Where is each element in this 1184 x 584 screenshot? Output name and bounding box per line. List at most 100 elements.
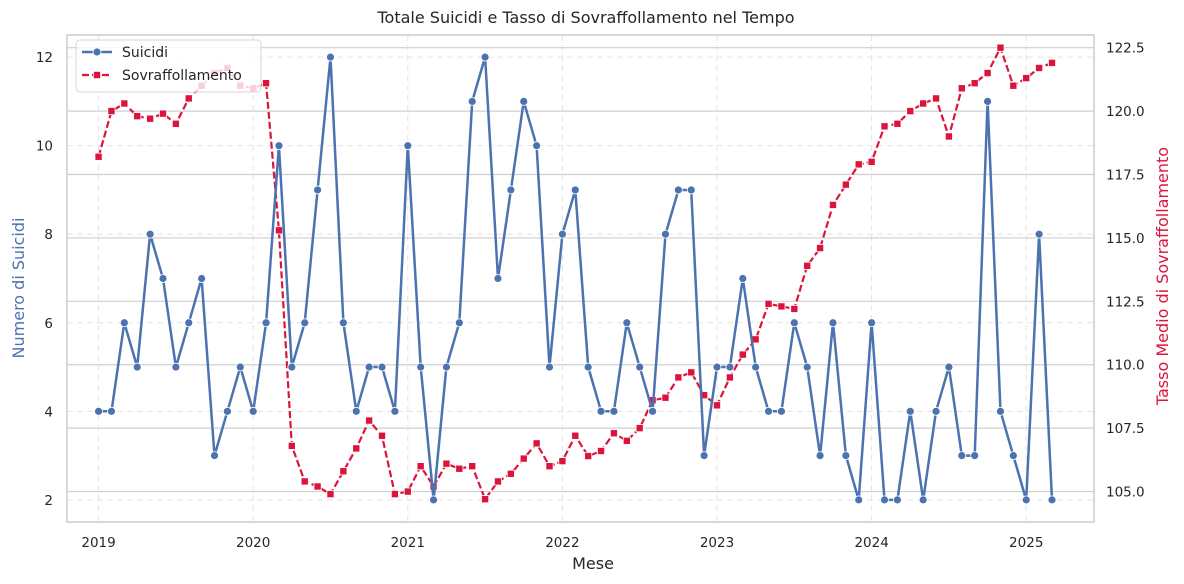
sovraffollamento-point <box>442 459 451 468</box>
sovraffollamento-point <box>287 441 296 450</box>
sovraffollamento-point <box>790 304 799 313</box>
suicidi-point <box>493 274 503 283</box>
y-tick-label-left: 12 <box>36 50 53 66</box>
sovraffollamento-point <box>828 200 837 209</box>
suicidi-point <box>622 318 632 328</box>
sovraffollamento-point <box>738 350 747 359</box>
suicidi-point <box>416 362 426 372</box>
suicidi-point <box>725 362 735 372</box>
grid <box>67 35 1094 522</box>
suicidi-point <box>777 406 786 416</box>
sovraffollamento-point <box>635 424 644 433</box>
legend-label-sovraffollamento: Sovraffollamento <box>122 68 242 84</box>
plot-area-border <box>66 34 1095 523</box>
sovraffollamento-point <box>983 69 992 78</box>
suicidi-point <box>119 318 129 328</box>
sovraffollamento-point <box>919 99 928 108</box>
sovraffollamento-point <box>94 152 103 161</box>
sovraffollamento-point <box>262 79 271 88</box>
suicidi-point <box>171 362 181 372</box>
suicidi-point <box>609 406 619 416</box>
y-axis-left: 2 4 6 8 10 12 <box>36 50 53 509</box>
suicidi-point <box>145 229 155 239</box>
suicidi-point <box>1047 495 1057 505</box>
sovraffollamento-point <box>622 436 631 445</box>
y-tick-label-right: 107.5 <box>1106 421 1145 437</box>
sovraffollamento-point <box>803 261 812 270</box>
sovraffollamento-point <box>352 444 361 453</box>
y-axis-left-title: Numero di Suicidi <box>9 218 28 359</box>
suicidi-point <box>892 495 902 505</box>
sovraffollamento-point <box>326 490 335 499</box>
suicidi-point <box>158 274 168 283</box>
legend-label-suicidi: Suicidi <box>122 45 168 61</box>
suicidi-point <box>983 97 992 106</box>
suicidi-point <box>184 318 194 328</box>
sovraffollamento-point <box>957 84 966 93</box>
suicidi-point <box>648 406 657 416</box>
sovraffollamento-point <box>300 477 309 486</box>
suicidi-point <box>583 362 593 372</box>
suicidi-point <box>94 406 103 416</box>
suicidi-point <box>789 318 799 328</box>
suicidi-point <box>867 318 877 328</box>
suicidi-point <box>931 406 941 416</box>
sovraffollamento-point <box>609 429 618 438</box>
sovraffollamento-point <box>171 119 180 128</box>
suicidi-point <box>802 362 812 372</box>
suicidi-point <box>570 185 580 195</box>
y-tick-label-right: 112.5 <box>1106 294 1145 310</box>
sovraffollamento-point <box>893 119 902 128</box>
legend-box <box>75 39 262 93</box>
suicidi-point <box>480 52 490 62</box>
suicidi-point <box>235 362 245 372</box>
sovraffollamento-point <box>841 180 850 189</box>
y-tick-label-right: 117.5 <box>1106 168 1145 184</box>
x-axis: 2019 2020 2021 2022 2023 2024 2025 <box>81 535 1043 551</box>
sovraffollamento-point <box>390 490 399 499</box>
suicidi-point <box>1008 451 1018 460</box>
suicidi-point <box>957 451 967 460</box>
sovraffollamento-point <box>584 452 593 461</box>
sovraffollamento-point <box>880 122 889 131</box>
suicidi-point <box>210 451 219 460</box>
x-tick-label: 2019 <box>81 535 115 551</box>
suicidi-point <box>519 97 529 106</box>
sovraffollamento-point <box>996 43 1005 52</box>
sovraffollamento-point <box>107 107 116 116</box>
sovraffollamento-point <box>674 373 683 382</box>
suicidi-point <box>338 318 348 328</box>
sovraffollamento-point <box>184 94 193 103</box>
suicidi-point <box>532 141 542 151</box>
sovraffollamento-point <box>519 454 528 463</box>
suicidi-point <box>454 318 464 328</box>
sovraffollamento-point <box>274 226 283 235</box>
sovraffollamento-point <box>932 94 941 103</box>
sovraffollamento-point <box>493 477 502 486</box>
sovraffollamento-point <box>558 457 567 466</box>
plot-frame <box>66 34 1095 523</box>
y-tick-label-right: 110.0 <box>1106 358 1145 374</box>
suicidi-point <box>248 406 258 416</box>
sovraffollamento-point <box>1035 63 1044 72</box>
sovraffollamento-point <box>146 114 155 123</box>
suicidi-point <box>815 451 825 460</box>
suicidi-point <box>557 229 567 239</box>
sovraffollamento-point <box>867 157 876 166</box>
suicidi-point <box>390 406 400 416</box>
suicidi-point <box>429 495 438 505</box>
y-tick-label-right: 105.0 <box>1106 485 1145 501</box>
suicidi-point <box>738 274 748 283</box>
suicidi-point <box>1034 229 1044 239</box>
sovraffollamento-point <box>906 107 915 116</box>
sovraffollamento-point <box>1009 81 1018 90</box>
suicidi-point <box>751 362 761 372</box>
sovraffollamento-point <box>378 431 387 440</box>
suicidi-point <box>699 451 709 460</box>
y-tick-label-left: 6 <box>44 316 53 332</box>
sovraffollamento-point <box>365 416 374 425</box>
suicidi-point <box>880 495 889 505</box>
suicidi-point <box>918 495 928 505</box>
sovraffollamento-point <box>687 368 696 377</box>
